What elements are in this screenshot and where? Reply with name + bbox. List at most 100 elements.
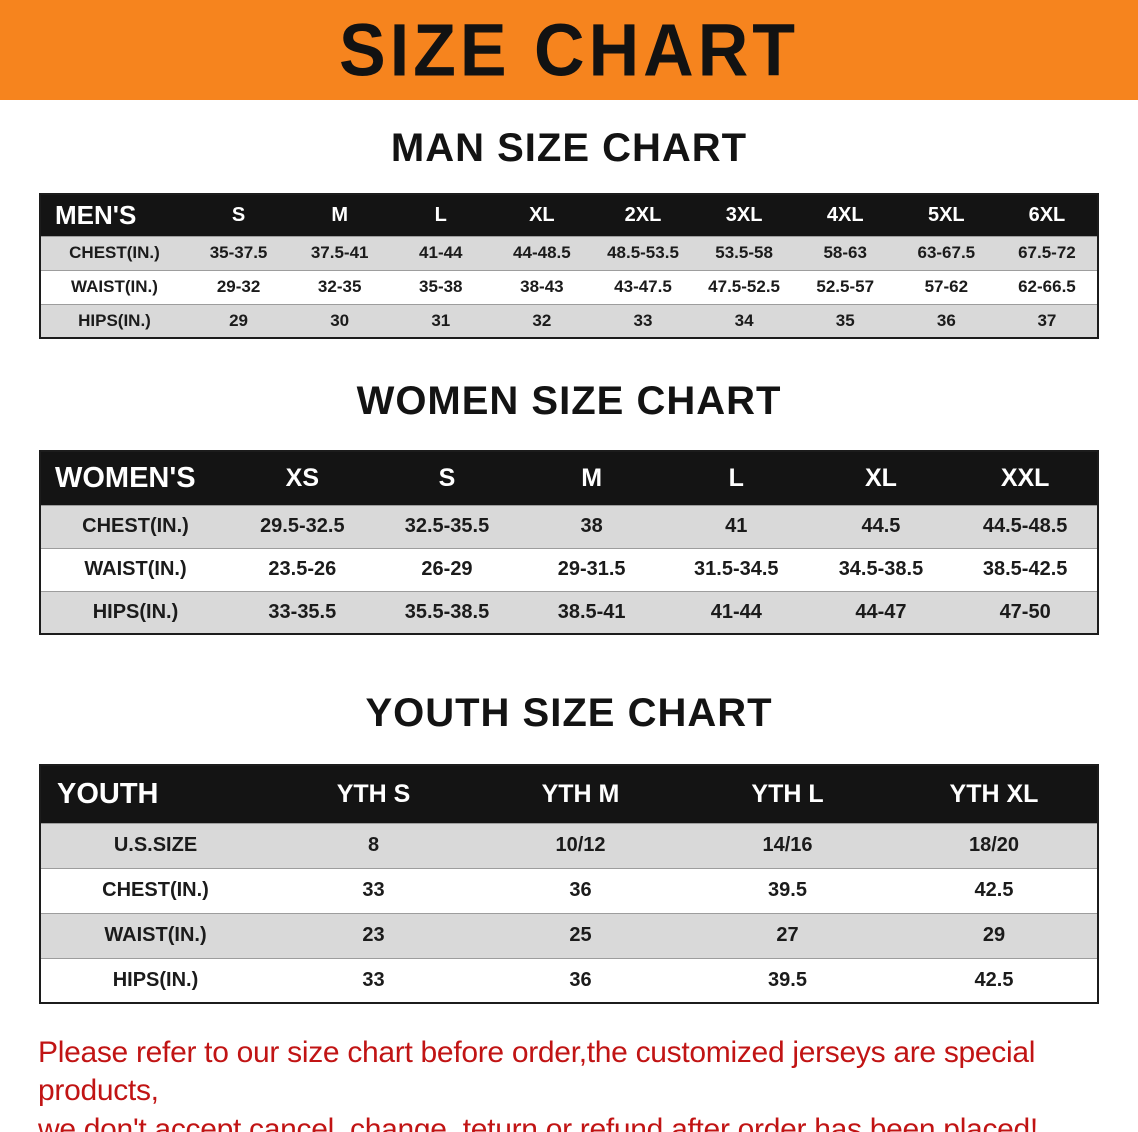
size-value-cell: 34.5-38.5 <box>808 547 954 591</box>
size-value-cell: 33 <box>592 303 694 338</box>
row-label-cell: CHEST(IN.) <box>40 504 230 548</box>
table-row: HIPS(IN.) 29 30 31 32 33 34 35 36 37 <box>40 303 1098 338</box>
size-value-cell: 23 <box>270 912 477 958</box>
men-section-heading: MAN SIZE CHART <box>390 126 748 170</box>
size-value-cell: 38-43 <box>491 269 593 304</box>
disclaimer-line-2: we don't accept cancel, change, teturn o… <box>38 1112 1038 1132</box>
size-value-cell: 30 <box>289 303 391 338</box>
size-value-cell: 42.5 <box>891 957 1098 1003</box>
women-section-heading: WOMEN SIZE CHART <box>356 379 782 423</box>
size-value-cell: 27 <box>684 912 891 958</box>
size-value-cell: 31 <box>390 303 492 338</box>
size-column-header: 5XL <box>895 194 997 236</box>
size-value-cell: 18/20 <box>891 822 1098 868</box>
table-row: WAIST(IN.) 29-32 32-35 35-38 38-43 43-47.5 47.… <box>40 269 1098 304</box>
size-column-header: M <box>519 451 664 505</box>
size-value-cell: 44.5-48.5 <box>953 504 1098 548</box>
size-value-cell: 62-66.5 <box>996 269 1098 304</box>
row-label-cell: HIPS(IN.) <box>40 303 188 338</box>
size-column-header: 3XL <box>693 194 795 236</box>
table-row: CHEST(IN.) 29.5-32.5 32.5-35.5 38 41 44.5 44.5… <box>40 504 1098 548</box>
size-value-cell: 29 <box>891 912 1098 958</box>
table-row: CHEST(IN.) 35-37.5 37.5-41 41-44 44-48.5 48.5… <box>40 235 1098 270</box>
size-value-cell: 33 <box>270 867 477 913</box>
size-value-cell: 52.5-57 <box>794 269 896 304</box>
table-header-row: WOMEN'S XS S M L XL XXL <box>40 451 1098 505</box>
size-value-cell: 48.5-53.5 <box>592 235 694 270</box>
section-women: WOMEN SIZE CHART WOMEN'S XS S M L XL XXL CHEST(… <box>0 379 1138 635</box>
size-value-cell: 39.5 <box>684 867 891 913</box>
size-column-header: 6XL <box>996 194 1098 236</box>
youth-size-table: YOUTH YTH S YTH M YTH L YTH XL U.S.SIZE 8 10/12… <box>39 764 1099 1004</box>
table-row: HIPS(IN.) 33-35.5 35.5-38.5 38.5-41 41-44 44-… <box>40 590 1098 634</box>
size-value-cell: 26-29 <box>374 547 520 591</box>
size-value-cell: 23.5-26 <box>230 547 375 591</box>
table-row: U.S.SIZE 8 10/12 14/16 18/20 <box>40 822 1098 868</box>
size-value-cell: 36 <box>477 957 684 1003</box>
size-value-cell: 37.5-41 <box>289 235 391 270</box>
size-value-cell: 42.5 <box>891 867 1098 913</box>
size-value-cell: 32-35 <box>289 269 391 304</box>
size-value-cell: 47.5-52.5 <box>693 269 795 304</box>
size-value-cell: 41-44 <box>390 235 492 270</box>
table-header-row: MEN'S S M L XL 2XL 3XL 4XL 5XL 6XL <box>40 194 1098 236</box>
size-value-cell: 36 <box>895 303 997 338</box>
table-row: HIPS(IN.) 33 36 39.5 42.5 <box>40 957 1098 1003</box>
size-column-header: M <box>289 194 391 236</box>
size-value-cell: 25 <box>477 912 684 958</box>
size-value-cell: 35.5-38.5 <box>374 590 520 634</box>
size-value-cell: 57-62 <box>895 269 997 304</box>
table-title-cell: WOMEN'S <box>40 451 230 505</box>
row-label-cell: U.S.SIZE <box>40 822 270 868</box>
size-value-cell: 29.5-32.5 <box>230 504 375 548</box>
row-label-cell: HIPS(IN.) <box>40 957 270 1003</box>
row-label-cell: CHEST(IN.) <box>40 867 270 913</box>
size-value-cell: 29-32 <box>188 269 290 304</box>
size-value-cell: 10/12 <box>477 822 684 868</box>
size-value-cell: 29 <box>188 303 290 338</box>
size-value-cell: 44.5 <box>808 504 954 548</box>
table-row: CHEST(IN.) 33 36 39.5 42.5 <box>40 867 1098 913</box>
size-column-header: YTH S <box>270 765 477 823</box>
table-title-cell: YOUTH <box>40 765 270 823</box>
size-value-cell: 67.5-72 <box>996 235 1098 270</box>
size-value-cell: 47-50 <box>953 590 1098 634</box>
size-value-cell: 53.5-58 <box>693 235 795 270</box>
size-value-cell: 14/16 <box>684 822 891 868</box>
table-title-cell: MEN'S <box>40 194 188 236</box>
size-column-header: XL <box>491 194 593 236</box>
size-column-header: XXL <box>953 451 1098 505</box>
size-value-cell: 41-44 <box>663 590 809 634</box>
size-value-cell: 8 <box>270 822 477 868</box>
size-column-header: S <box>374 451 520 505</box>
row-label-cell: HIPS(IN.) <box>40 590 230 634</box>
size-column-header: S <box>188 194 290 236</box>
size-column-header: XS <box>230 451 375 505</box>
size-value-cell: 38.5-42.5 <box>953 547 1098 591</box>
size-value-cell: 37 <box>996 303 1098 338</box>
size-column-header: L <box>663 451 809 505</box>
size-value-cell: 35-38 <box>390 269 492 304</box>
section-men: MAN SIZE CHART MEN'S S M L XL 2XL 3XL 4XL 5XL 6XL… <box>0 126 1138 339</box>
size-value-cell: 33 <box>270 957 477 1003</box>
table-row: WAIST(IN.) 23.5-26 26-29 29-31.5 31.5-34.5 34… <box>40 547 1098 591</box>
youth-section-heading: YOUTH SIZE CHART <box>365 691 773 735</box>
size-value-cell: 39.5 <box>684 957 891 1003</box>
banner: SIZE CHART <box>0 0 1138 100</box>
size-value-cell: 33-35.5 <box>230 590 375 634</box>
size-value-cell: 35-37.5 <box>188 235 290 270</box>
size-column-header: 2XL <box>592 194 694 236</box>
size-value-cell: 29-31.5 <box>519 547 664 591</box>
row-label-cell: WAIST(IN.) <box>40 912 270 958</box>
size-column-header: L <box>390 194 492 236</box>
size-value-cell: 63-67.5 <box>895 235 997 270</box>
row-label-cell: WAIST(IN.) <box>40 547 230 591</box>
size-value-cell: 44-47 <box>808 590 954 634</box>
table-row: WAIST(IN.) 23 25 27 29 <box>40 912 1098 958</box>
size-value-cell: 34 <box>693 303 795 338</box>
size-column-header: YTH M <box>477 765 684 823</box>
size-value-cell: 58-63 <box>794 235 896 270</box>
size-value-cell: 41 <box>663 504 809 548</box>
disclaimer: Please refer to our size chart before or… <box>0 1034 1138 1132</box>
